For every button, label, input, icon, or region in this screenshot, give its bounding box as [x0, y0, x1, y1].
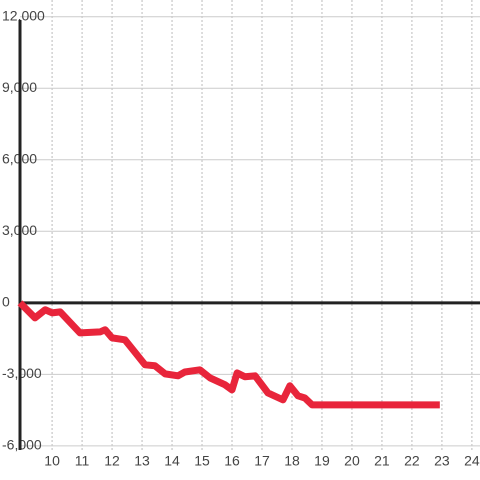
x-tick-label: 15 [194, 453, 210, 469]
x-tick-label: 22 [404, 453, 420, 469]
y-tick-label: 12,000 [2, 7, 45, 23]
x-tick-label: 18 [284, 453, 300, 469]
x-tick-label: 10 [44, 453, 60, 469]
x-tick-label: 16 [224, 453, 240, 469]
x-tick-label: 14 [164, 453, 180, 469]
x-tick-label: 11 [75, 453, 90, 469]
x-tick-label: 23 [434, 453, 450, 469]
x-tick-label: 24 [464, 453, 480, 469]
x-tick-label: 12 [104, 453, 120, 469]
x-tick-label: 20 [344, 453, 360, 469]
y-tick-label: 0 [2, 294, 10, 310]
x-tick-label: 13 [134, 453, 150, 469]
x-tick-label: 21 [374, 453, 390, 469]
x-tick-label: 19 [314, 453, 330, 469]
y-tick-label: -3,000 [2, 365, 42, 381]
y-tick-label: -6,000 [2, 437, 42, 453]
data-line [17, 300, 440, 409]
x-tick-label: 17 [254, 453, 270, 469]
